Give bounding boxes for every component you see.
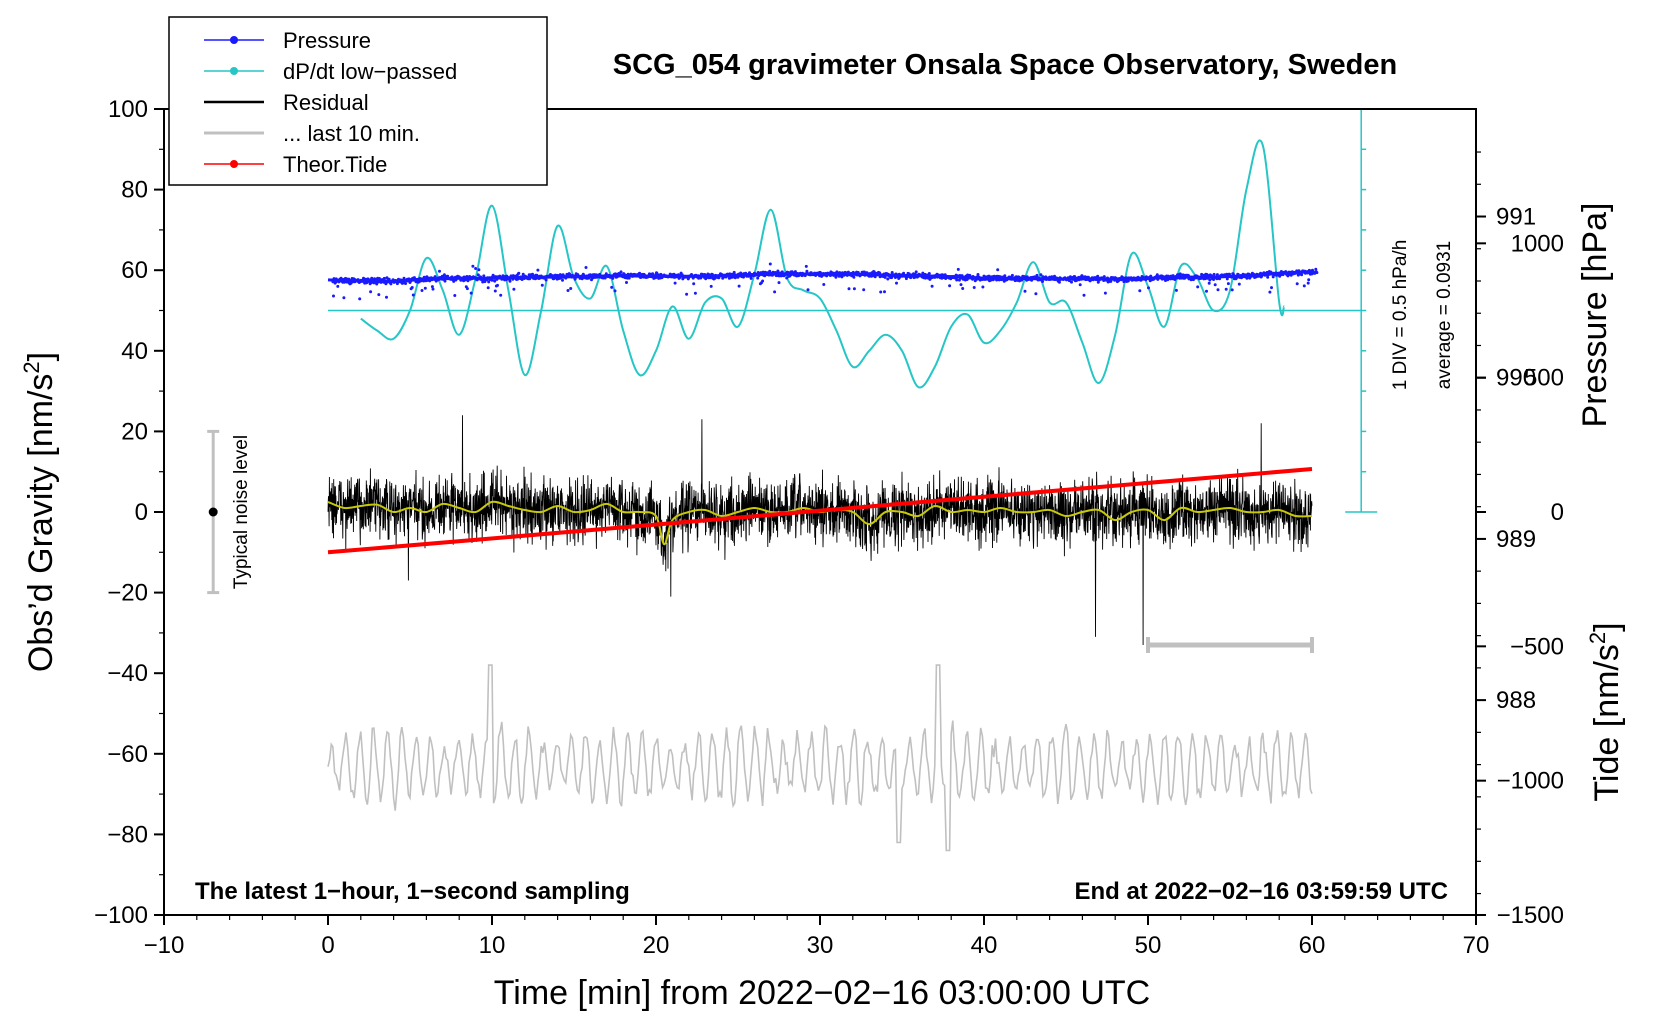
y-axis-title-tide-text: Tide [nm/s	[1588, 644, 1626, 801]
y-axis-title-left-sup: 2	[19, 361, 44, 373]
x-tick-label: 30	[807, 932, 834, 959]
chart-title: SCG_054 gravimeter Onsala Space Observat…	[613, 49, 1397, 81]
y-tick-label: −20	[107, 580, 148, 607]
y-axis-title-left-text: Obs’d Gravity [nm/s	[22, 374, 60, 673]
legend-label: Pressure	[283, 28, 371, 53]
noise-bar-center-dot	[208, 507, 218, 517]
y-tick-label: 20	[121, 418, 148, 445]
legend-label: dP/dt low−passed	[283, 59, 457, 84]
axes: −10 0 10 20 30 40 50 60 70100806040200−20−40−60−…	[94, 96, 1564, 959]
y-tick-label: −60	[107, 741, 148, 768]
dpdt-line	[360, 139, 1286, 389]
dpdt-series	[360, 139, 1286, 389]
annotation-end-time: End at 2022−02−16 03:59:59 UTC	[1074, 878, 1448, 905]
last-10-min-line	[327, 664, 1313, 852]
legend: Pressure dP/dt low−passed Residual ... last…	[168, 16, 548, 186]
y-axis-title-pressure: Pressure [hPa]	[1576, 203, 1614, 428]
tide-line	[327, 467, 1313, 555]
average-label: average = 0.0931	[1434, 241, 1455, 389]
last-10-min-series	[327, 664, 1313, 852]
x-tick-label: 10	[479, 932, 506, 959]
tide-tick-label: 1000	[1511, 230, 1564, 257]
x-tick-label: 0	[321, 932, 334, 959]
x-tick-label: 70	[1463, 932, 1490, 959]
tide-series	[327, 467, 1313, 555]
pressure-line	[327, 270, 1313, 284]
legend-marker	[230, 36, 238, 44]
legend-label: Theor.Tide	[283, 152, 387, 177]
x-tick-label: 60	[1299, 932, 1326, 959]
div-scale-label: 1 DIV = 0.5 hPa/h	[1390, 240, 1411, 391]
pressure-tick-label: 990	[1496, 365, 1536, 392]
y-axis-title-left: Obs’d Gravity [nm/s2]	[19, 352, 60, 672]
y-tick-label: 60	[121, 257, 148, 284]
legend-items: Pressure dP/dt low−passed Residual ... last…	[204, 28, 457, 177]
tide-tick-label: −1500	[1497, 902, 1564, 929]
y-tick-label: −40	[107, 660, 148, 687]
tide-tick-label: −500	[1510, 633, 1564, 660]
y-tick-label: −80	[107, 821, 148, 848]
y-tick-label: 40	[121, 338, 148, 365]
legend-label: Residual	[283, 90, 369, 115]
noise-level-label: Typical noise level	[231, 435, 252, 589]
pressure-tick-label: 989	[1496, 526, 1536, 553]
annotation-sampling: The latest 1−hour, 1−second sampling	[195, 878, 630, 905]
tide-tick-label: 0	[1551, 499, 1564, 526]
y-axis-title-left-close: ]	[22, 352, 60, 361]
legend-marker	[230, 67, 238, 75]
x-tick-label: 20	[643, 932, 670, 959]
x-tick-label: −10	[144, 932, 185, 959]
x-axis-title: Time [min] from 2022−02−16 03:00:00 UTC	[494, 974, 1150, 1012]
x-tick-label: 40	[971, 932, 998, 959]
y-axis-title-tide-sup: 2	[1585, 632, 1610, 644]
pressure-tick-label: 988	[1496, 687, 1536, 714]
x-tick-label: 50	[1135, 932, 1162, 959]
legend-label: ... last 10 min.	[283, 121, 420, 146]
y-tick-label: 100	[108, 96, 148, 123]
y-tick-label: 0	[135, 499, 148, 526]
tide-tick-label: −1000	[1497, 768, 1564, 795]
y-tick-label: 80	[121, 177, 148, 204]
y-axis-title-tide: Tide [nm/s2]	[1585, 622, 1626, 801]
pressure-series	[327, 262, 1319, 301]
chart-annotations	[207, 108, 1378, 653]
y-tick-label: −100	[94, 902, 148, 929]
y-axis-title-tide-close: ]	[1588, 622, 1626, 631]
tide-tick-label: 500	[1524, 365, 1564, 392]
pressure-tick-label: 991	[1496, 204, 1536, 231]
legend-marker	[230, 160, 238, 168]
